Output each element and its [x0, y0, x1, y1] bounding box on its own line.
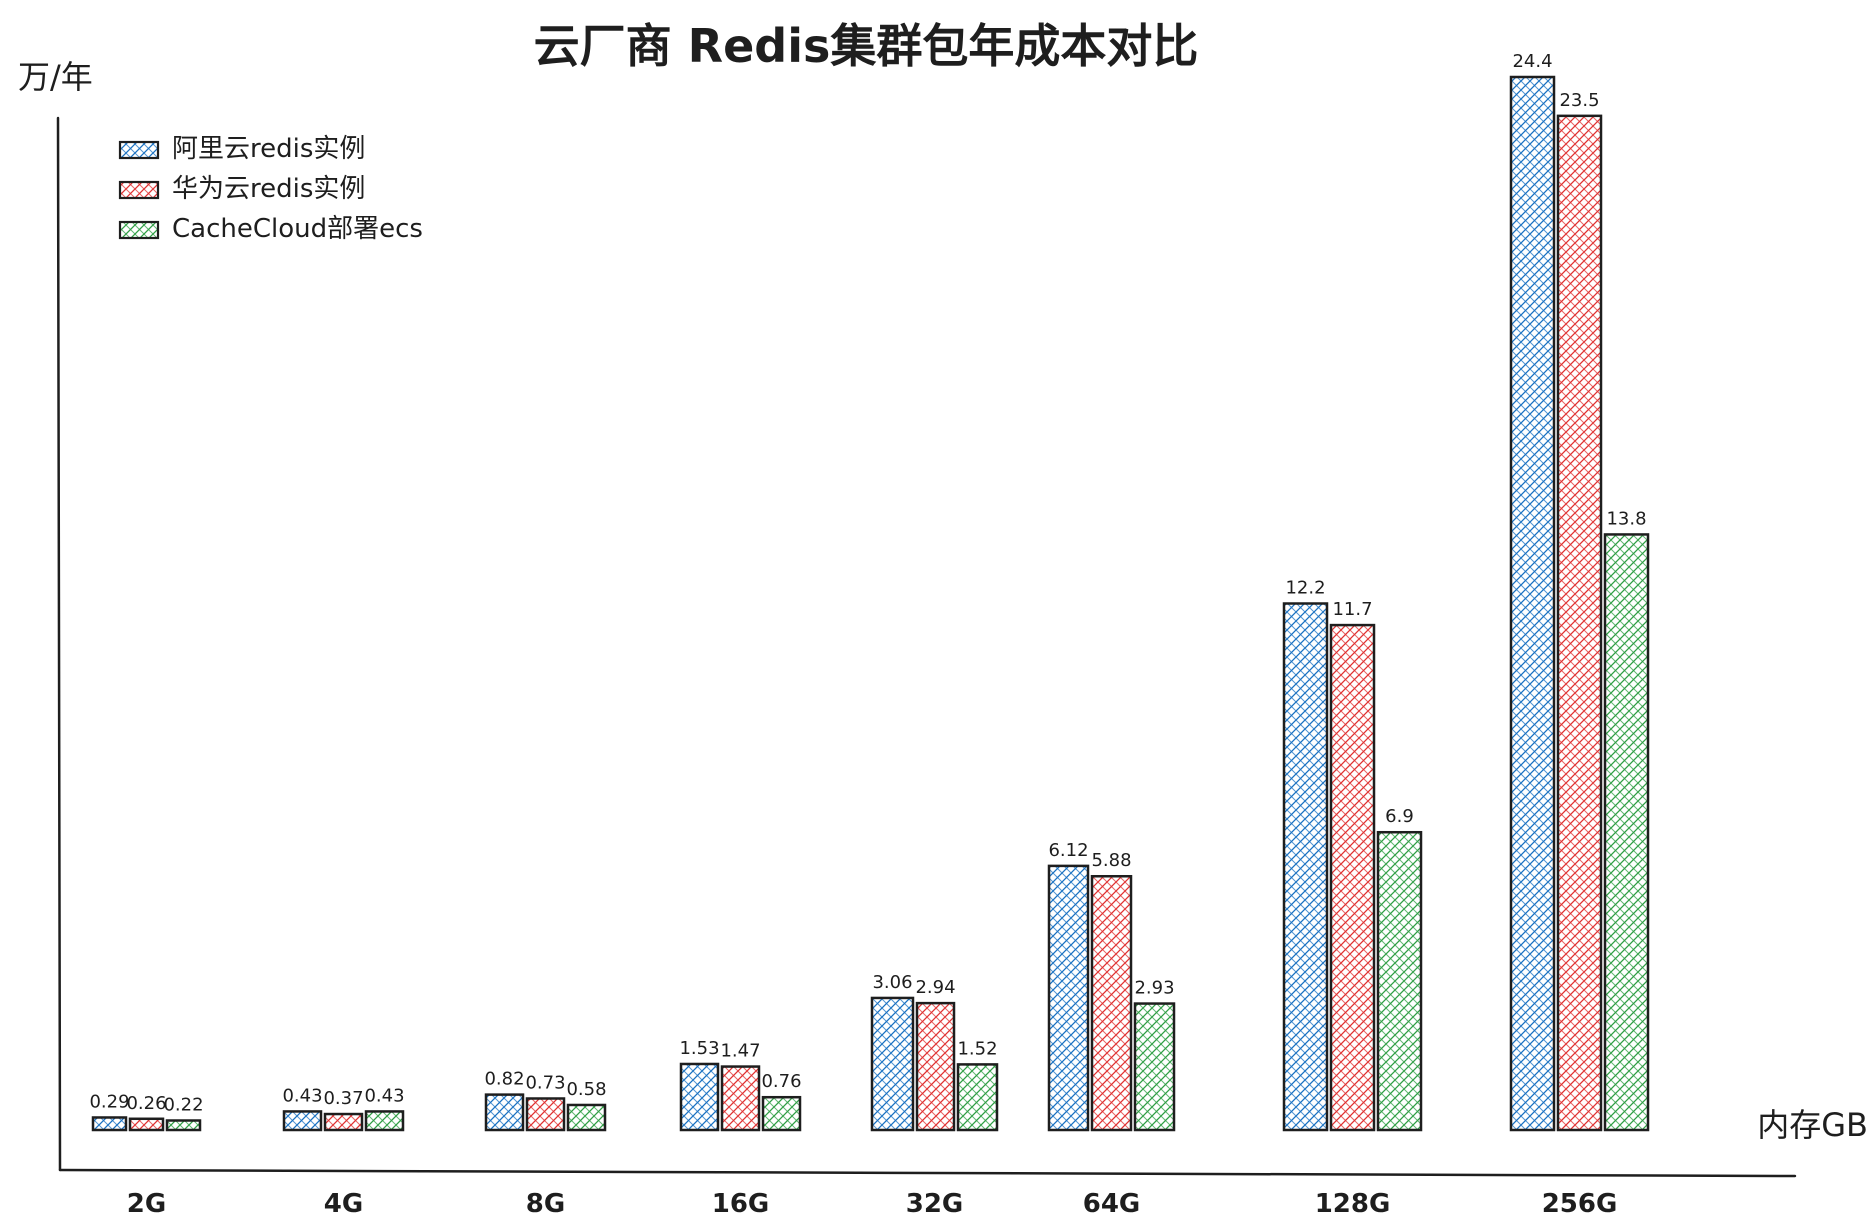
legend-label-series-2: 华为云redis实例 [172, 174, 365, 204]
value-label-4G-series-2: 0.37 [323, 1088, 363, 1109]
value-label-4G-series-3: 0.43 [364, 1085, 404, 1106]
value-label-256G-series-1: 24.4 [1512, 51, 1552, 72]
value-label-16G-series-1: 1.53 [679, 1038, 719, 1059]
x-tick-label-16G: 16G [712, 1189, 770, 1219]
bar-128G-series-1 [1282, 602, 1329, 1132]
x-tick-label-2G: 2G [127, 1189, 166, 1219]
value-labels-layer: 0.290.260.22 0.43 0.37 0.43 0.82 0.73 0.58 1.53… [89, 51, 1646, 1116]
y-axis-line [56, 116, 62, 1172]
bars-layer [91, 75, 1650, 1132]
x-axis-line [58, 1168, 1797, 1178]
value-label-8G-series-1: 0.82 [484, 1069, 524, 1090]
bar-8G-series-2 [525, 1097, 566, 1132]
bar-32G-series-1 [870, 996, 915, 1132]
bar-128G-series-2 [1329, 623, 1376, 1132]
value-label-32G-series-1: 3.06 [872, 972, 912, 993]
bar-64G-series-1 [1047, 864, 1090, 1132]
legend-label-series-3: CacheCloud部署ecs [172, 214, 423, 244]
value-label-8G-series-3: 0.58 [566, 1079, 606, 1100]
value-label-64G-series-2: 5.88 [1091, 850, 1131, 871]
x-tick-label-8G: 8G [526, 1189, 565, 1219]
value-label-2G-series-3: 0.22 [163, 1095, 203, 1116]
x-tick-label-128G: 128G [1315, 1189, 1391, 1219]
x-tick-label-32G: 32G [906, 1189, 964, 1219]
legend-label-series-1: 阿里云redis实例 [172, 134, 365, 164]
bar-4G-series-3 [364, 1110, 405, 1132]
bar-16G-series-3 [761, 1095, 802, 1132]
bar-64G-series-2 [1090, 874, 1133, 1132]
y-axis-unit: 万/年 [18, 58, 93, 96]
bar-2G-series-3 [165, 1119, 202, 1132]
value-label-4G-series-1: 0.43 [282, 1085, 322, 1106]
value-label-2G-series-2: 0.26 [126, 1093, 166, 1114]
bar-256G-series-3 [1603, 533, 1650, 1132]
legend-swatch-series-2 [118, 180, 160, 200]
bar-4G-series-1 [282, 1110, 323, 1132]
bar-64G-series-3 [1133, 1002, 1176, 1132]
value-label-8G-series-2: 0.73 [525, 1072, 565, 1093]
value-label-2G-series-1: 0.29 [89, 1091, 129, 1112]
value-label-64G-series-3: 2.93 [1134, 978, 1174, 999]
bar-256G-series-2 [1556, 114, 1603, 1132]
legend-swatch-series-3 [118, 220, 160, 240]
bar-32G-series-2 [915, 1001, 956, 1132]
x-tick-label-64G: 64G [1083, 1189, 1141, 1219]
bar-2G-series-1 [91, 1116, 128, 1132]
x-tick-label-4G: 4G [324, 1189, 363, 1219]
value-label-64G-series-1: 6.12 [1048, 840, 1088, 861]
value-label-32G-series-2: 2.94 [915, 977, 955, 998]
bar-8G-series-3 [566, 1103, 607, 1132]
value-label-128G-series-3: 6.9 [1385, 806, 1414, 827]
legend-swatch-series-1 [118, 140, 160, 160]
bar-16G-series-2 [720, 1065, 761, 1132]
x-tick-labels-layer: 2G 4G 8G 16G 32G 64G 128G 256G [127, 1189, 1618, 1219]
bar-2G-series-2 [128, 1117, 165, 1132]
bar-32G-series-3 [956, 1063, 999, 1132]
value-label-32G-series-3: 1.52 [957, 1038, 997, 1059]
value-label-256G-series-2: 23.5 [1559, 90, 1599, 111]
bar-4G-series-2 [323, 1112, 364, 1132]
value-label-128G-series-1: 12.2 [1285, 578, 1325, 599]
value-label-128G-series-2: 11.7 [1332, 599, 1372, 620]
bar-128G-series-3 [1376, 830, 1423, 1132]
value-label-256G-series-3: 13.8 [1606, 508, 1646, 529]
bar-16G-series-1 [679, 1062, 720, 1132]
value-label-16G-series-3: 0.76 [761, 1071, 801, 1092]
x-axis-unit: 内存GB [1757, 1106, 1868, 1144]
chart-title: 云厂商 Redis集群包年成本对比 [534, 19, 1199, 73]
bar-8G-series-1 [484, 1093, 525, 1132]
bar-256G-series-1 [1509, 75, 1556, 1132]
value-label-16G-series-2: 1.47 [720, 1041, 760, 1062]
x-tick-label-256G: 256G [1542, 1189, 1618, 1219]
